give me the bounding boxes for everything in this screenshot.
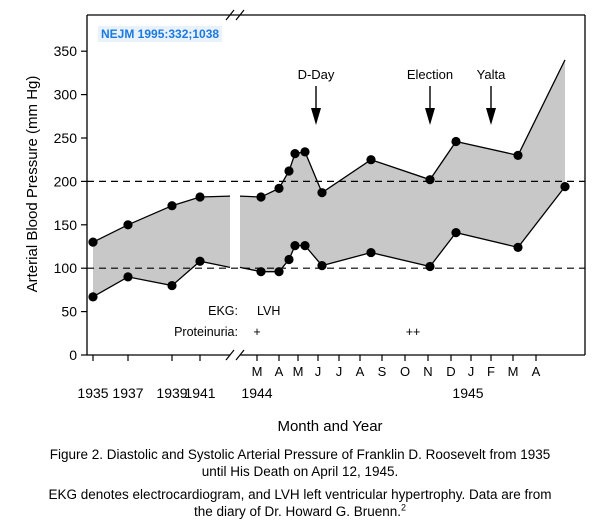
diastolic-point xyxy=(317,260,327,271)
annotation-label: Election xyxy=(407,67,453,82)
diastolic-point xyxy=(366,247,376,258)
systolic-point xyxy=(274,183,284,193)
y-axis-label: Arterial Blood Pressure (mm Hg) xyxy=(24,76,41,293)
band-1935-1941 xyxy=(93,196,230,297)
axis-break-mark xyxy=(225,349,235,361)
systolic-point xyxy=(317,188,327,198)
systolic-point xyxy=(123,220,133,230)
systolic-point xyxy=(195,192,205,202)
month-label: J xyxy=(315,364,322,379)
systolic-point xyxy=(366,155,376,165)
annotation-arrowhead xyxy=(486,108,496,125)
year-label-1935: 1935 xyxy=(77,385,108,401)
row-entry: + xyxy=(253,325,260,339)
caption-line-4-text: the diary of Dr. Howard G. Bruenn. xyxy=(193,504,402,519)
month-label: N xyxy=(423,364,432,379)
caption-line-3: EKG denotes electrocardiogram, and LVH l… xyxy=(48,487,552,502)
annotation-arrowhead xyxy=(425,108,435,125)
diastolic-point xyxy=(300,241,310,251)
annotation-arrowhead xyxy=(311,108,321,125)
diastolic-point xyxy=(167,280,177,291)
year-label-1945: 1945 xyxy=(452,385,483,401)
month-label: O xyxy=(400,364,410,379)
month-label: J xyxy=(336,364,343,379)
systolic-point xyxy=(513,150,523,160)
systolic-point xyxy=(167,201,177,211)
y-tick-label: 150 xyxy=(54,217,78,233)
annotation-label: Yalta xyxy=(477,67,506,82)
diastolic-point xyxy=(256,267,266,277)
systolic-point xyxy=(425,175,435,185)
month-label: M xyxy=(508,364,519,379)
systolic-point xyxy=(88,237,98,247)
month-label: M xyxy=(293,364,304,379)
month-label: F xyxy=(487,364,495,379)
diastolic-point xyxy=(123,272,133,282)
caption-reference: 2 xyxy=(401,502,407,513)
annotation-label: D-Day xyxy=(298,67,335,82)
data-points xyxy=(88,136,570,302)
systolic-point xyxy=(451,136,461,147)
axis-break-mark xyxy=(235,9,245,21)
axis-break-mark xyxy=(235,349,245,361)
diastolic-point xyxy=(451,228,461,238)
diastolic-point xyxy=(274,267,284,277)
row-entry: LVH xyxy=(257,304,280,318)
year-label-1939: 1939 xyxy=(156,385,187,401)
row-entry: ++ xyxy=(406,325,421,339)
caption-line-1: Figure 2. Diastolic and Systolic Arteria… xyxy=(49,447,551,462)
diastolic-point xyxy=(560,182,570,192)
diastolic-point xyxy=(284,254,294,265)
y-tick-label: 200 xyxy=(54,173,78,189)
diastolic-point xyxy=(195,256,205,266)
figure-caption: Figure 2. Diastolic and Systolic Arteria… xyxy=(0,446,600,480)
row-label: Proteinuria: xyxy=(174,325,238,339)
month-label: J xyxy=(468,364,475,379)
y-tick-label: 0 xyxy=(69,347,77,363)
pressure-bands xyxy=(93,59,565,297)
month-label: A xyxy=(532,364,541,379)
axis-break-mark xyxy=(225,9,235,21)
figure-note: EKG denotes electrocardiogram, and LVH l… xyxy=(0,486,600,520)
systolic-point xyxy=(256,192,266,202)
month-label: D xyxy=(446,364,455,379)
y-tick-label: 100 xyxy=(54,260,78,276)
diastolic-point xyxy=(88,292,98,302)
month-label: A xyxy=(275,364,284,379)
month-label: S xyxy=(378,364,387,379)
diastolic-point xyxy=(425,261,435,272)
systolic-point xyxy=(300,147,310,157)
systolic-point xyxy=(290,149,300,159)
year-label-1941: 1941 xyxy=(184,385,215,401)
annotations: D-Day Election Yalta xyxy=(298,67,506,125)
y-tick-label: 300 xyxy=(54,87,78,103)
year-label-1944: 1944 xyxy=(241,385,272,401)
row-label: EKG: xyxy=(208,304,238,318)
y-tick-label: 350 xyxy=(54,43,78,59)
month-label: A xyxy=(356,364,365,379)
band-1944-1945 xyxy=(240,59,565,272)
x-axis-label: Month and Year xyxy=(277,418,382,435)
y-tick-label: 50 xyxy=(61,304,77,320)
diastolic-point xyxy=(290,241,300,251)
journal-badge: NEJM 1995:332;1038 xyxy=(98,26,223,42)
month-label: M xyxy=(252,364,263,379)
caption-line-4: the diary of Dr. Howard G. Bruenn.2 xyxy=(0,503,600,520)
y-tick-label: 250 xyxy=(54,130,78,146)
year-label-1937: 1937 xyxy=(112,385,143,401)
diastolic-point xyxy=(513,242,523,252)
systolic-point xyxy=(284,166,294,176)
caption-line-2: until His Death on April 12, 1945. xyxy=(201,464,399,479)
